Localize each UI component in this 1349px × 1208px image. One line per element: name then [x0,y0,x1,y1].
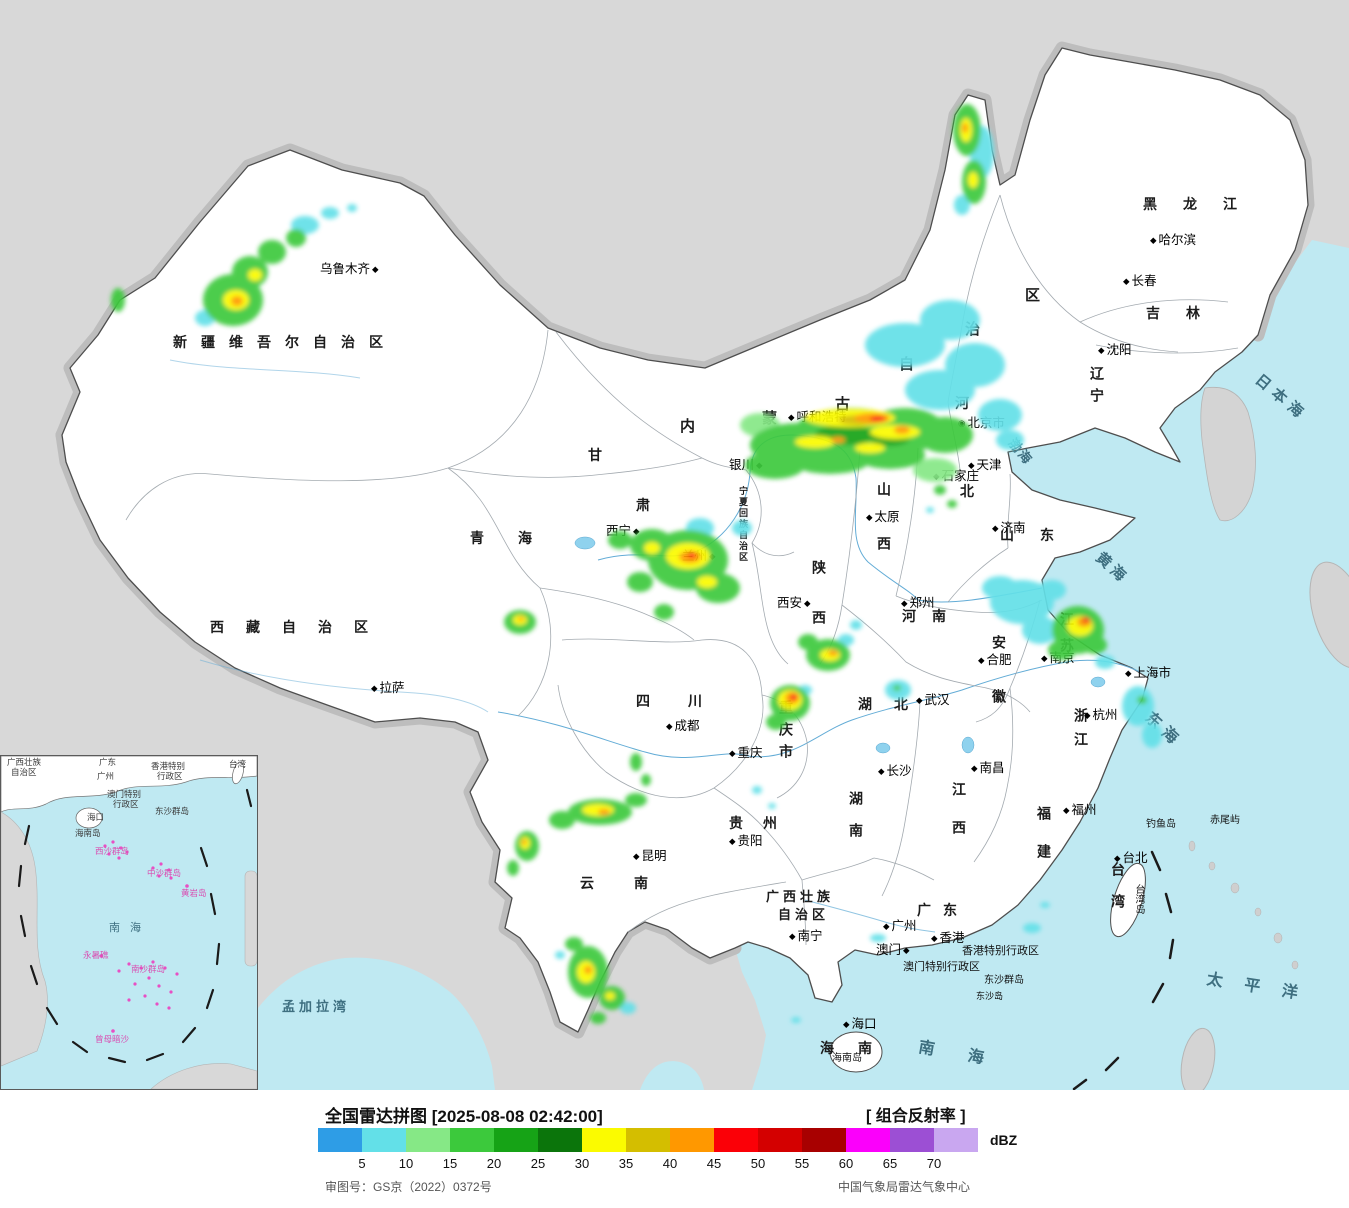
province-boundaries [125,194,1239,946]
colorbar-tick: 30 [574,1156,590,1171]
colorbar-tick: 45 [706,1156,722,1171]
colorbar-segment [890,1128,934,1152]
colorbar-segment [538,1128,582,1152]
hainan-island [829,1031,883,1073]
korea-peninsula [1200,386,1256,522]
colorbar-segment [670,1128,714,1152]
colorbar-tick: 65 [882,1156,898,1171]
colorbar-segment [802,1128,846,1152]
colorbar-tick: 50 [750,1156,766,1171]
colorbar-segment [714,1128,758,1152]
approval-number: 审图号：GS京（2022）0372号 [325,1180,492,1194]
colorbar-segment [758,1128,802,1152]
colorbar-segment [450,1128,494,1152]
colorbar-segment [362,1128,406,1152]
colorbar-segment [406,1128,450,1152]
colorbar-segment [582,1128,626,1152]
colorbar-tick: 55 [794,1156,810,1171]
unit-label: dBZ [990,1132,1018,1148]
colorbar-tick: 40 [662,1156,678,1171]
credit-label: 中国气象局雷达气象中心 [838,1180,971,1194]
boundary-dashes [1072,850,1175,1090]
colorbar-ticks: 5 10 15 20 25 30 35 40 45 50 55 60 65 70 [0,1156,1349,1172]
colorbar-segment [934,1128,978,1152]
gulf-of-thailand [640,1061,704,1090]
bay-of-bengal [258,957,495,1090]
east-south-china-sea [735,240,1349,1090]
product-label: [ 组合反射率 ] [866,1108,966,1125]
colorbar [318,1128,978,1152]
colorbar-segment [318,1128,362,1152]
ryukyu-islands [1188,840,1299,970]
luzon-island [1180,1027,1216,1090]
colorbar-segment [626,1128,670,1152]
colorbar-tick: 25 [530,1156,546,1171]
colorbar-segment [846,1128,890,1152]
map-title: 全国雷达拼图 [2025-08-08 02:42:00] [325,1107,603,1126]
colorbar-tick: 10 [398,1156,414,1171]
colorbar-tick: 60 [838,1156,854,1171]
lakes [574,536,1106,754]
colorbar-segment [494,1128,538,1152]
colorbar-tick: 20 [486,1156,502,1171]
china-base-map [0,0,1349,1090]
colorbar-tick: 35 [618,1156,634,1171]
legend-panel: 全国雷达拼图 [2025-08-08 02:42:00] [ 组合反射率 ] d… [0,1090,1349,1208]
colorbar-tick: 5 [358,1156,366,1171]
taiwan-island [1110,862,1146,938]
kyushu-island [1309,561,1349,669]
colorbar-tick: 15 [442,1156,458,1171]
colorbar-tick: 70 [926,1156,942,1171]
